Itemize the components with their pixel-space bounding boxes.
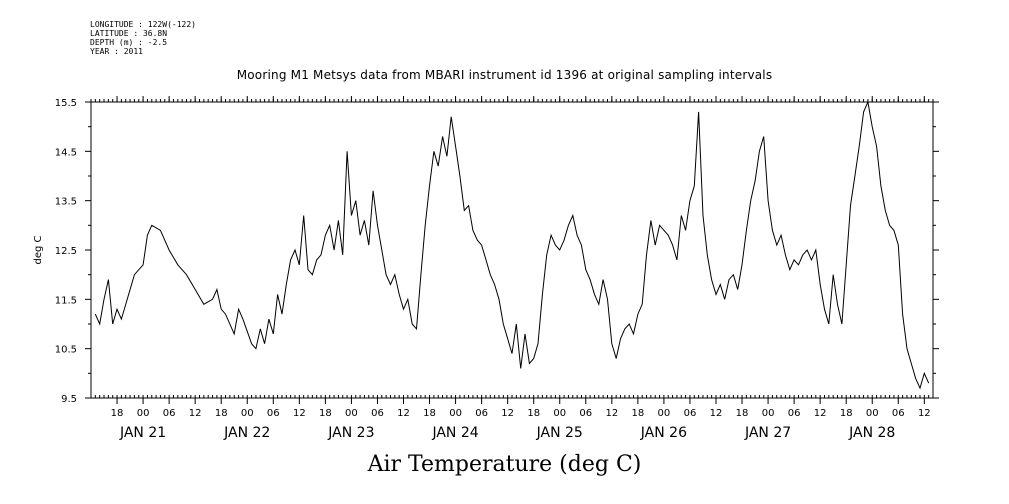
x-day-label: JAN 26 [640,425,687,441]
series-line-0 [94,100,930,390]
x-hour-label: 06 [579,408,592,419]
x-hour-label: 00 [241,408,254,419]
x-hour-label: 06 [267,408,280,419]
x-hour-label: 00 [345,408,358,419]
y-tick-label: 14.5 [55,147,77,158]
x-hour-label: 06 [892,408,905,419]
x-day-label: JAN 21 [119,425,166,441]
y-tick-label: 9.5 [61,394,77,405]
x-hour-label: 06 [475,408,488,419]
x-hour-label: 12 [605,408,618,419]
y-axis-label: deg C [33,235,44,264]
x-hour-label: 18 [840,408,853,419]
x-hour-label: 00 [137,408,150,419]
y-tick-label: 11.5 [55,295,77,306]
x-day-label: JAN 27 [744,425,791,441]
x-hour-label: 00 [866,408,879,419]
depth-label: DEPTH (m) : -2.5 [90,38,168,47]
footer-title: Air Temperature (deg C) [367,452,642,477]
x-hour-label: 18 [215,408,228,419]
x-hour-label: 18 [319,408,332,419]
x-hour-label: 18 [423,408,436,419]
x-hour-label: 12 [918,408,931,419]
x-hour-label: 12 [293,408,306,419]
x-hour-label: 06 [163,408,176,419]
x-hour-label: 18 [631,408,644,419]
x-hour-label: 00 [658,408,671,419]
x-day-label: JAN 22 [223,425,270,441]
y-tick-label: 12.5 [55,246,77,257]
latitude-label: LATITUDE : 36.8N [90,29,168,38]
x-hour-label: 18 [736,408,749,419]
x-day-label: JAN 25 [536,425,583,441]
x-hour-label: 00 [553,408,566,419]
x-hour-label: 12 [501,408,514,419]
x-hour-label: 12 [814,408,827,419]
x-day-label: JAN 24 [431,425,478,441]
metadata-block: LONGITUDE : 122W(-122) LATITUDE : 36.8N … [90,20,196,56]
x-hour-label: 06 [684,408,697,419]
x-hour-label: 06 [371,408,384,419]
x-hour-label: 00 [449,408,462,419]
x-hour-label: 00 [762,408,775,419]
x-hour-label: 06 [788,408,801,419]
x-day-label: JAN 28 [848,425,895,441]
year-label: YEAR : 2011 [90,47,143,56]
y-tick-label: 10.5 [55,345,77,356]
y-tick-label: 15.5 [55,98,77,109]
x-hour-label: 12 [710,408,723,419]
x-hour-label: 12 [189,408,202,419]
longitude-label: LONGITUDE : 122W(-122) [90,20,196,29]
y-tick-label: 13.5 [55,197,77,208]
x-day-label: JAN 23 [327,425,374,441]
x-hour-label: 12 [397,408,410,419]
x-hour-label: 18 [111,408,124,419]
chart-title: Mooring M1 Metsys data from MBARI instru… [236,68,773,82]
x-hour-label: 18 [527,408,540,419]
